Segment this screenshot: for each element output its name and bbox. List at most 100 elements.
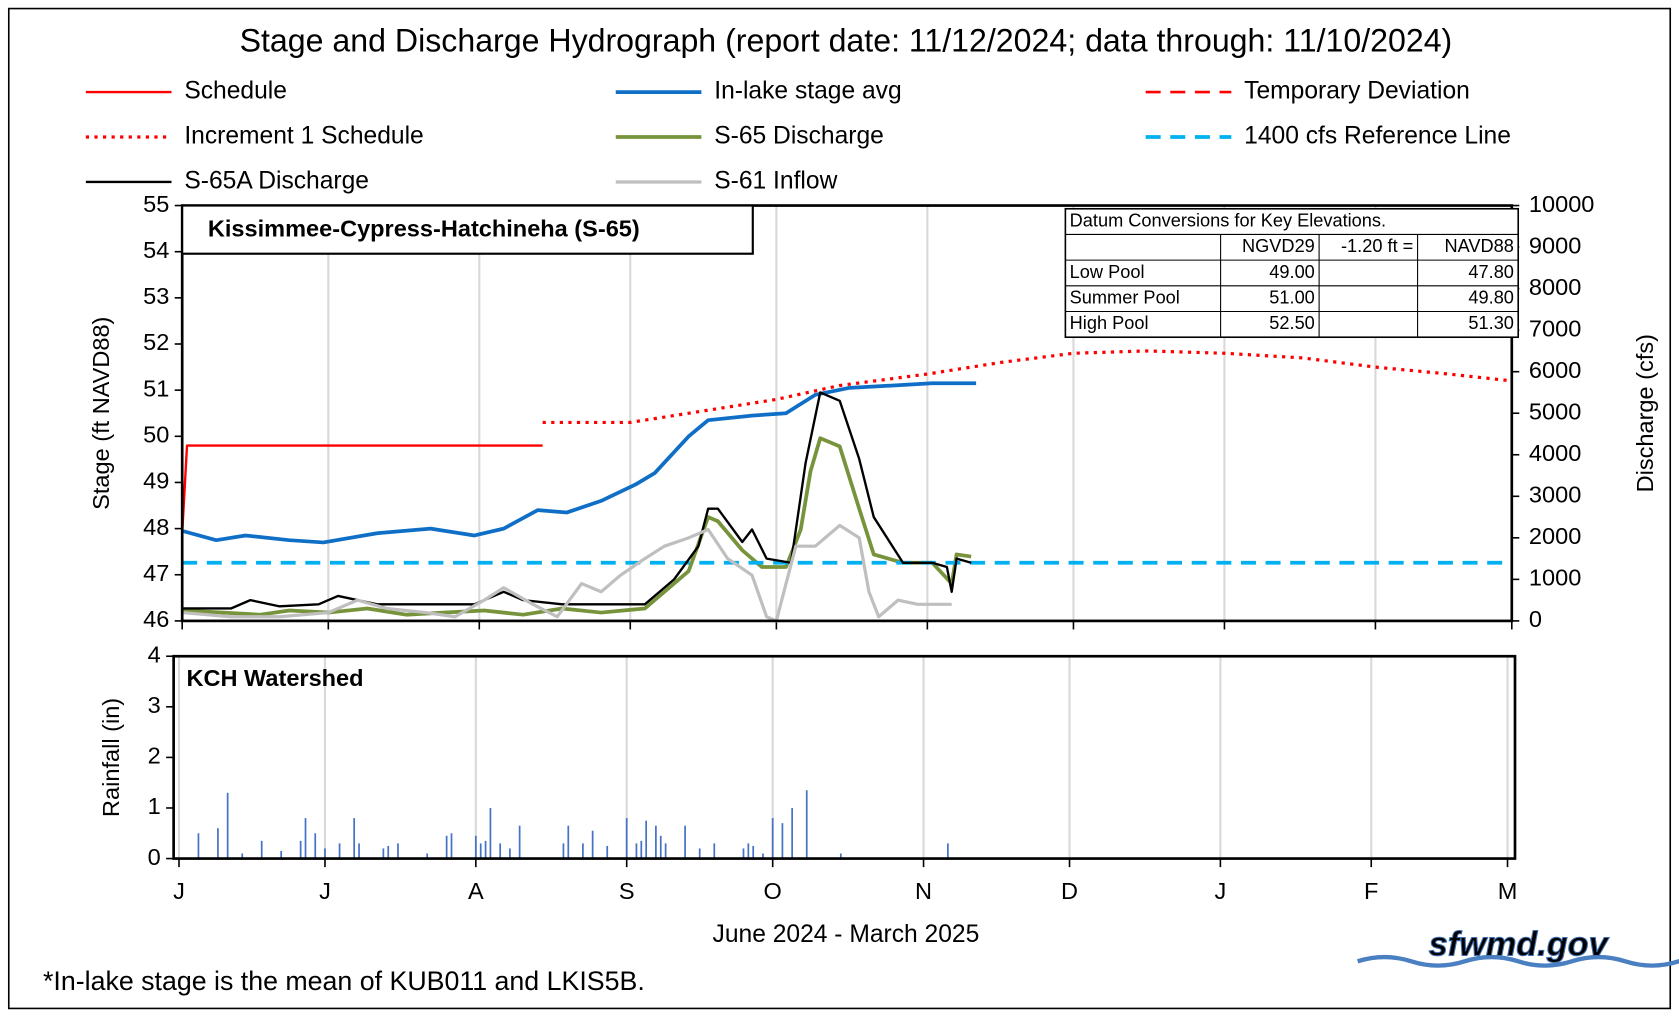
bar [562,843,565,859]
bar [567,825,570,859]
table-header: NGVD29 [1242,236,1315,256]
plot-frame [172,654,1517,860]
bar [591,830,594,859]
x-axis-label: June 2024 - March 2025 [713,921,980,948]
bar [762,853,764,859]
x-tick-label: M [1498,878,1518,904]
legend-label: S-65A Discharge [184,167,369,194]
bar [479,843,482,859]
y2-tick-label: 6000 [1529,357,1581,383]
bar [684,825,686,859]
panel-label: Kissimmee-Cypress-Hatchineha (S-65) [208,215,640,241]
legend-label: S-61 Inflow [714,167,837,194]
x-tick-label: J [319,878,331,904]
x-tick-label: F [1364,878,1378,904]
bar [217,828,219,859]
bar [509,848,511,859]
bar [655,825,657,859]
bar [299,840,302,859]
table-frame [1064,207,1520,339]
bar [645,820,648,859]
y-tick-label: 53 [143,283,169,309]
plot-frame [180,204,1514,623]
y2-tick-label: 3000 [1529,482,1581,508]
panel-label: KCH Watershed [186,665,363,691]
table-cell: 51.00 [1269,287,1315,307]
y-tick-label: 47 [143,560,169,586]
bar [304,818,307,859]
table-title: Datum Conversions for Key Elevations. [1070,210,1386,230]
y-tick-label: 1 [148,793,161,819]
table-header: -1.20 ft = [1341,236,1413,256]
y2-tick-label: 9000 [1529,232,1581,258]
bar [426,853,429,859]
x-tick-label: S [619,878,635,904]
y2-tick-label: 4000 [1529,440,1581,466]
y2-tick-label: 0 [1529,606,1542,632]
y-tick-label: 48 [143,514,169,540]
legend-label: Schedule [184,78,287,105]
bar [659,835,662,859]
bar [499,843,502,859]
y2-tick-label: 10000 [1529,191,1594,217]
bar [606,845,609,859]
series-line [182,523,952,623]
y-tick-label: 54 [143,237,169,263]
legend-label: S-65 Discharge [714,123,884,150]
x-tick-label: D [1061,878,1078,904]
bar [474,835,477,859]
legend-label: Temporary Deviation [1244,78,1470,105]
table-cell: 52.50 [1269,313,1315,333]
bar [338,843,341,859]
legend-label: In-lake stage avg [714,78,901,105]
y-axis-label: Stage (ft NAVD88) [88,317,114,510]
y-tick-label: 4 [148,641,161,667]
bar [582,843,584,859]
y2-tick-label: 8000 [1529,274,1581,300]
legend-label: 1400 cfs Reference Line [1244,123,1511,150]
y-tick-label: 49 [143,468,169,494]
bar [752,845,755,859]
bar [489,807,492,859]
bar [791,807,794,859]
bar [484,840,487,859]
bar [450,833,453,859]
bar [664,843,667,859]
bar [742,848,745,859]
x-tick-label: A [468,878,484,904]
bar [947,843,949,859]
x-tick-label: O [764,878,782,904]
y-tick-label: 52 [143,329,169,355]
logo: sfwmd.gov [1429,925,1610,963]
series-line [181,444,543,534]
x-tick-label: J [173,878,185,904]
y-tick-label: 55 [143,191,169,217]
y-tick-label: 2 [148,743,161,769]
bar [518,825,521,859]
bar [241,853,244,859]
x-tick-label: J [1215,878,1227,904]
y-tick-label: 46 [143,606,169,632]
logo-wave [1356,954,1679,968]
y2-tick-label: 5000 [1529,398,1581,424]
table-cell: 51.30 [1468,313,1514,333]
y2-tick-label: 1000 [1529,565,1581,591]
table-row-label: Low Pool [1070,262,1145,282]
bar [353,818,356,859]
table-row-label: High Pool [1070,313,1149,333]
bar [747,843,750,859]
y2-axis-label: Discharge (cfs) [1632,334,1658,492]
table-row-label: Summer Pool [1070,287,1180,307]
bar [839,853,842,859]
table-header: NAVD88 [1445,236,1514,256]
series-line [542,349,1512,425]
y-axis-label: Rainfall (in) [98,698,124,817]
bar [781,823,784,859]
y2-tick-label: 2000 [1529,523,1581,549]
bar [445,835,448,859]
panel-label-box [181,204,754,255]
y-tick-label: 50 [143,422,169,448]
y-tick-label: 51 [143,375,169,401]
bar [387,845,390,859]
